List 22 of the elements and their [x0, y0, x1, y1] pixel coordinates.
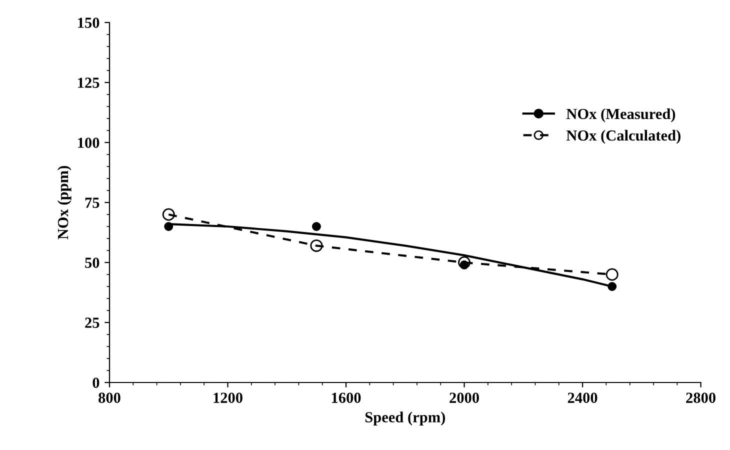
x-axis-title: Speed (rpm) [365, 412, 446, 426]
x-tick-label: 1200 [214, 392, 242, 403]
legend-label: NOx (Calculated) [566, 130, 680, 144]
point [310, 239, 323, 252]
y-tick-label: 0 [92, 378, 100, 388]
point [312, 222, 321, 231]
legend-label: NOx (Measured) [566, 108, 676, 122]
y-axis-title: NOx (ppm) [57, 166, 72, 240]
x-tick-label: 2000 [450, 392, 479, 403]
y-tick-label: 75 [85, 198, 100, 208]
point [458, 256, 471, 269]
point [162, 208, 175, 221]
y-tick-label: 25 [85, 318, 100, 328]
x-tick-label: 2400 [568, 392, 598, 403]
y-tick-label: 150 [78, 18, 100, 28]
x-tick-label: 2800 [686, 392, 716, 403]
y-tick-label: 100 [78, 138, 100, 148]
y-tick-label: 50 [85, 258, 100, 268]
x-tick-label: 1600 [332, 392, 361, 403]
point [606, 268, 618, 281]
x-tick-label: 800 [98, 392, 120, 403]
y-tick-label: 125 [78, 78, 100, 88]
